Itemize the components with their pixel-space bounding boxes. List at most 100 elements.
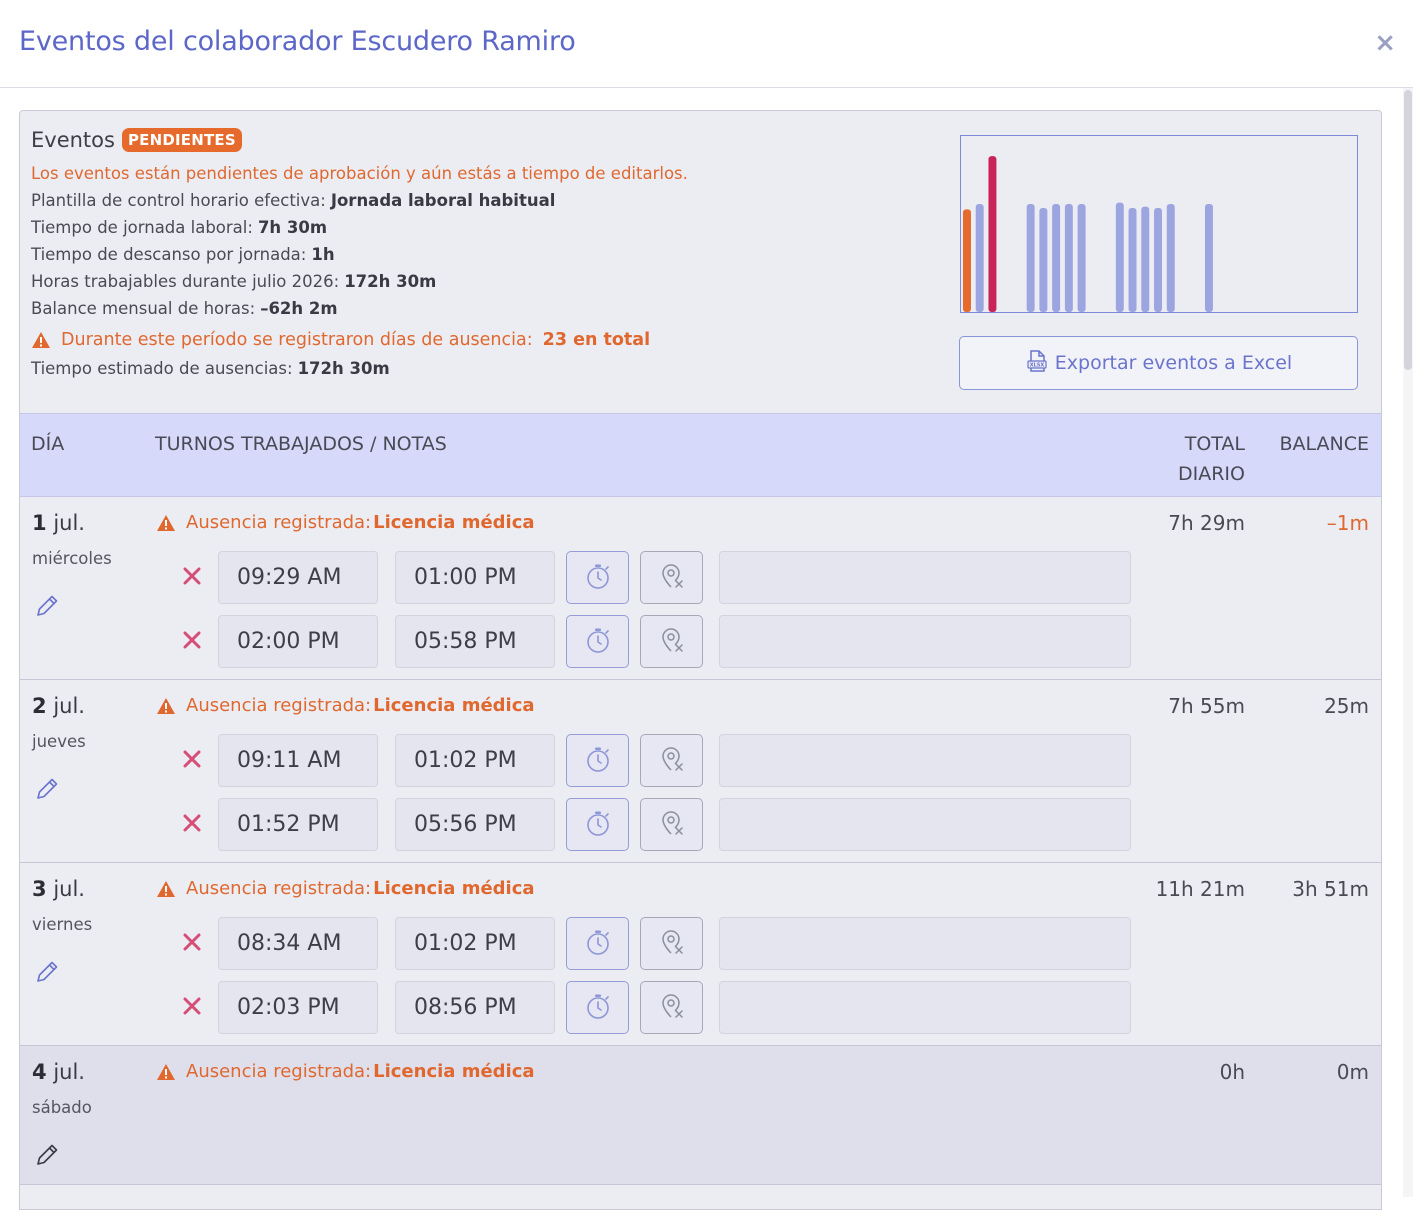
warning-icon (31, 331, 51, 349)
location-button[interactable] (640, 798, 703, 851)
shift-note-field[interactable] (719, 615, 1131, 668)
shift-note-field[interactable] (719, 981, 1131, 1034)
absence-notice: Ausencia registrada: Licencia médica (156, 512, 535, 533)
header-balance: BALANCE (1279, 433, 1369, 455)
location-button[interactable] (640, 981, 703, 1034)
header-day: DÍA (31, 433, 65, 455)
table-header: DÍA TURNOS TRABAJADOS / NOTAS TOTAL DIARI… (20, 414, 1381, 497)
workable-hours-line: Horas trabajables durante julio 2026: 172… (31, 272, 437, 291)
chart-bar-7 (1039, 208, 1048, 312)
check-out-time[interactable]: 01:02 PM (395, 917, 555, 970)
daily-total: 7h 29m (1168, 511, 1245, 535)
check-in-time[interactable]: 08:34 AM (218, 917, 378, 970)
delete-shift-icon[interactable] (180, 564, 204, 588)
export-label: Exportar eventos a Excel (1054, 352, 1293, 374)
modal-title: Eventos del colaborador Escudero Ramiro (19, 26, 576, 57)
edit-pencil-icon[interactable] (33, 958, 61, 986)
day-weekday: miércoles (32, 549, 112, 568)
close-icon[interactable]: × (1374, 28, 1396, 58)
timer-button[interactable] (566, 917, 629, 970)
edit-pencil-icon[interactable] (33, 1141, 61, 1169)
check-out-time[interactable]: 01:02 PM (395, 734, 555, 787)
shift-note-field[interactable] (719, 734, 1131, 787)
timer-button[interactable] (566, 551, 629, 604)
day-date: 1 jul. (32, 511, 85, 535)
chart-bar-15 (1141, 206, 1150, 312)
shift-note-field[interactable] (719, 551, 1131, 604)
scrollbar-track[interactable] (1403, 88, 1413, 1197)
location-off-icon (657, 561, 687, 595)
shift-row: 02:00 PM 05:58 PM (20, 615, 1150, 669)
timer-button[interactable] (566, 615, 629, 668)
delete-shift-icon[interactable] (180, 994, 204, 1018)
timer-button[interactable] (566, 981, 629, 1034)
daily-total: 0h (1219, 1060, 1245, 1084)
shift-note-field[interactable] (719, 917, 1131, 970)
chart-bar-6 (1026, 203, 1035, 312)
shift-row: 09:29 AM 01:00 PM (20, 551, 1150, 605)
daily-hours-chart (960, 135, 1358, 313)
events-panel: Eventos PENDIENTES Los eventos están pen… (19, 110, 1382, 1210)
chart-bar-10 (1077, 203, 1086, 312)
check-out-time[interactable]: 01:00 PM (395, 551, 555, 604)
day-date: 4 jul. (32, 1060, 85, 1084)
stopwatch-icon (583, 927, 613, 961)
warning-icon (156, 880, 176, 898)
pending-note: Los eventos están pendientes de aprobaci… (31, 164, 688, 183)
chart-bar-14 (1128, 208, 1137, 312)
day-row: 4 jul. sábado Ausencia registrada: Licenci… (20, 1046, 1381, 1185)
check-in-time[interactable]: 09:29 AM (218, 551, 378, 604)
status-badge: PENDIENTES (121, 128, 242, 152)
day-row: 3 jul. viernes Ausencia registrada: Licenc… (20, 863, 1381, 1046)
check-in-time[interactable]: 01:52 PM (218, 798, 378, 851)
timer-button[interactable] (566, 798, 629, 851)
delete-shift-icon[interactable] (180, 930, 204, 954)
monthly-balance-line: Balance mensual de horas: –62h 2m (31, 299, 338, 318)
chart-canvas (962, 156, 1213, 312)
estimated-absence-line: Tiempo estimado de ausencias: 172h 30m (31, 359, 390, 378)
day-row: 2 jul. jueves Ausencia registrada: Licenci… (20, 680, 1381, 863)
edit-pencil-icon[interactable] (33, 592, 61, 620)
stopwatch-icon (583, 744, 613, 778)
location-button[interactable] (640, 917, 703, 970)
daily-total: 11h 21m (1155, 877, 1245, 901)
chart-bar-20 (1204, 203, 1213, 312)
workday-line: Tiempo de jornada laboral: 7h 30m (31, 218, 328, 237)
modal-header: Eventos del colaborador Escudero Ramiro … (0, 0, 1413, 88)
export-excel-button[interactable]: XLSX Exportar eventos a Excel (959, 336, 1358, 390)
stopwatch-icon (583, 561, 613, 595)
absence-notice: Ausencia registrada: Licencia médica (156, 878, 535, 899)
chart-bar-3 (988, 156, 997, 312)
shift-note-field[interactable] (719, 798, 1131, 851)
check-in-time[interactable]: 02:00 PM (218, 615, 378, 668)
day-row: 1 jul. miércoles Ausencia registrada: Lice… (20, 497, 1381, 680)
scrollbar-thumb[interactable] (1404, 90, 1412, 370)
timer-button[interactable] (566, 734, 629, 787)
check-out-time[interactable]: 08:56 PM (395, 981, 555, 1034)
warning-icon (156, 1063, 176, 1081)
daily-balance: 3h 51m (1292, 877, 1369, 901)
check-in-time[interactable]: 02:03 PM (218, 981, 378, 1034)
delete-shift-icon[interactable] (180, 628, 204, 652)
delete-shift-icon[interactable] (180, 811, 204, 835)
delete-shift-icon[interactable] (180, 747, 204, 771)
check-out-time[interactable]: 05:58 PM (395, 615, 555, 668)
chart-bar-8 (1052, 203, 1061, 312)
stopwatch-icon (583, 991, 613, 1025)
day-date: 3 jul. (32, 877, 85, 901)
check-in-time[interactable]: 09:11 AM (218, 734, 378, 787)
chart-bar-13 (1115, 202, 1124, 312)
chart-bar-9 (1064, 203, 1073, 312)
daily-balance: 0m (1336, 1060, 1369, 1084)
shift-row: 08:34 AM 01:02 PM (20, 917, 1150, 971)
daily-balance: –1m (1326, 511, 1369, 535)
svg-text:XLSX: XLSX (1030, 362, 1045, 368)
check-out-time[interactable]: 05:56 PM (395, 798, 555, 851)
warning-icon (156, 514, 176, 532)
location-button[interactable] (640, 551, 703, 604)
daily-total: 7h 55m (1168, 694, 1245, 718)
chart-bar-1 (962, 209, 971, 312)
location-button[interactable] (640, 615, 703, 668)
edit-pencil-icon[interactable] (33, 775, 61, 803)
location-button[interactable] (640, 734, 703, 787)
